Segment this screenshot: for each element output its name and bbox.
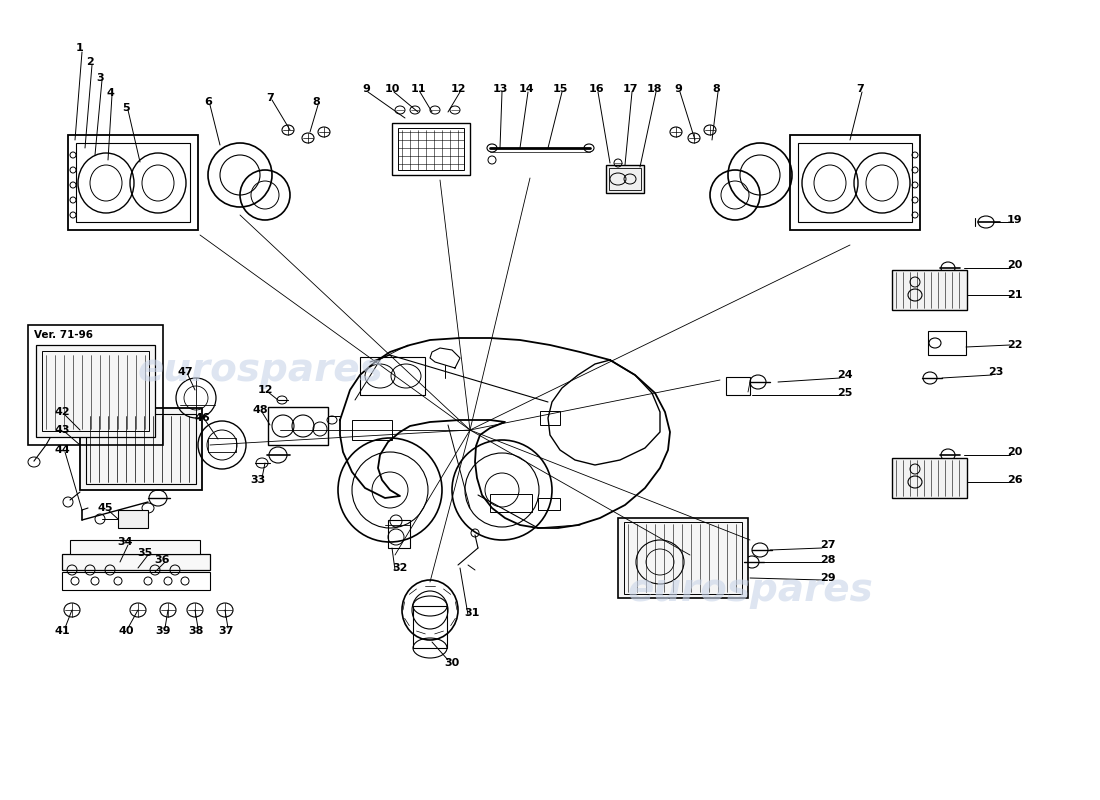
Bar (68, 135, 198, 230)
Bar (790, 135, 920, 230)
Bar (398, 128, 464, 170)
Bar (28, 325, 163, 445)
Bar (624, 522, 742, 594)
Bar (70, 540, 200, 554)
Text: 42: 42 (54, 407, 69, 417)
Bar (208, 438, 236, 452)
Text: 35: 35 (138, 548, 153, 558)
Text: 8: 8 (712, 84, 719, 94)
Text: 33: 33 (251, 475, 265, 485)
Text: 18: 18 (647, 84, 662, 94)
Text: 1: 1 (76, 43, 84, 53)
Text: Ver. 71-96: Ver. 71-96 (34, 330, 94, 340)
Text: 14: 14 (518, 84, 534, 94)
Text: 8: 8 (312, 97, 320, 107)
Text: 5: 5 (122, 103, 130, 113)
Text: 24: 24 (837, 370, 852, 380)
Bar (388, 520, 410, 548)
Text: 20: 20 (1008, 260, 1023, 270)
Bar (540, 411, 560, 425)
Text: 4: 4 (106, 88, 114, 98)
Text: 25: 25 (837, 388, 852, 398)
Text: 22: 22 (1008, 340, 1023, 350)
Text: eurospares: eurospares (138, 351, 383, 389)
Text: 30: 30 (444, 658, 460, 668)
Text: 20: 20 (1008, 447, 1023, 457)
Bar (928, 331, 966, 355)
Text: 44: 44 (54, 445, 70, 455)
Text: 21: 21 (1008, 290, 1023, 300)
Text: 39: 39 (155, 626, 170, 636)
Text: 34: 34 (118, 537, 133, 547)
Bar (392, 123, 470, 175)
Text: 46: 46 (194, 413, 210, 423)
Text: 16: 16 (588, 84, 604, 94)
Text: 31: 31 (464, 608, 480, 618)
Text: 11: 11 (410, 84, 426, 94)
Text: 3: 3 (96, 73, 103, 83)
Text: 38: 38 (188, 626, 204, 636)
Bar (798, 143, 912, 222)
Bar (62, 572, 210, 590)
Bar (352, 420, 392, 440)
Bar (490, 494, 532, 512)
Bar (606, 165, 643, 193)
Text: 7: 7 (266, 93, 274, 103)
Text: 15: 15 (552, 84, 568, 94)
Text: eurospares: eurospares (627, 571, 873, 609)
Bar (86, 414, 196, 484)
Bar (36, 345, 155, 437)
Text: 10: 10 (384, 84, 399, 94)
Text: 32: 32 (393, 563, 408, 573)
Text: 43: 43 (54, 425, 69, 435)
Text: 12: 12 (257, 385, 273, 395)
Text: 41: 41 (54, 626, 69, 636)
Text: 19: 19 (1008, 215, 1023, 225)
Text: 12: 12 (450, 84, 465, 94)
Text: 28: 28 (821, 555, 836, 565)
Text: 23: 23 (988, 367, 1003, 377)
Text: 47: 47 (177, 367, 192, 377)
Bar (726, 377, 750, 395)
Bar (118, 510, 148, 528)
Bar (268, 407, 328, 445)
Text: 13: 13 (493, 84, 508, 94)
Bar (76, 143, 190, 222)
Text: 6: 6 (205, 97, 212, 107)
Text: 40: 40 (119, 626, 134, 636)
Bar (609, 168, 641, 190)
Text: 36: 36 (154, 555, 169, 565)
Text: 9: 9 (362, 84, 370, 94)
Text: 2: 2 (86, 57, 94, 67)
Text: 9: 9 (674, 84, 682, 94)
Bar (618, 518, 748, 598)
Text: 17: 17 (623, 84, 638, 94)
Bar (80, 408, 202, 490)
Bar (892, 270, 967, 310)
Bar (538, 498, 560, 510)
Text: 45: 45 (97, 503, 112, 513)
Bar (62, 554, 210, 570)
Text: 37: 37 (218, 626, 233, 636)
Text: 7: 7 (856, 84, 864, 94)
Text: 29: 29 (821, 573, 836, 583)
Text: 48: 48 (252, 405, 267, 415)
Bar (412, 606, 447, 648)
Bar (42, 351, 148, 431)
Text: 27: 27 (821, 540, 836, 550)
Text: 26: 26 (1008, 475, 1023, 485)
Bar (360, 357, 425, 395)
Bar (892, 458, 967, 498)
